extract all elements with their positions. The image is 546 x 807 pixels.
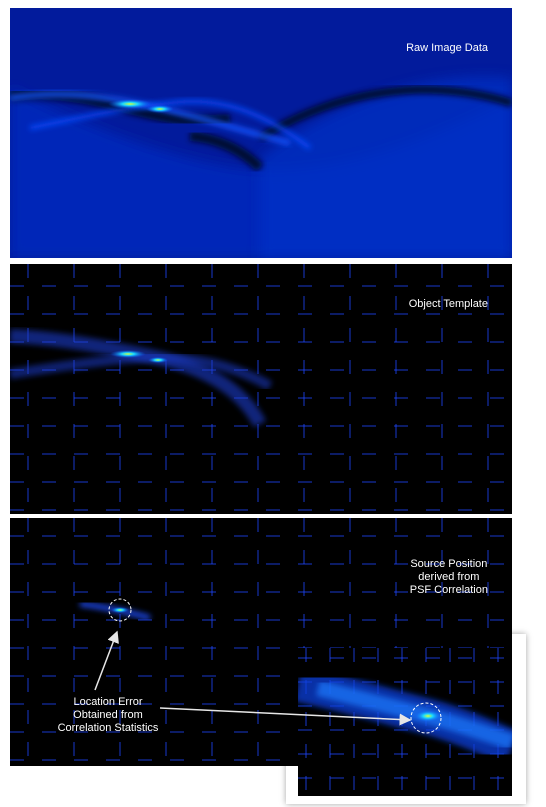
raw-image-panel: Raw Image Data — [10, 8, 512, 258]
zoom-inset-panel — [298, 648, 512, 796]
location-error-label: Location Error Obtained from Correlation… — [57, 696, 159, 734]
error-circle — [108, 598, 132, 622]
template-grid — [10, 264, 512, 514]
object-template-label: Object Template — [408, 298, 488, 310]
raw-image-canvas — [10, 8, 512, 258]
correlation-label: Source Position derived from PSF Correla… — [409, 558, 488, 596]
object-template-panel: Object Template — [10, 264, 512, 514]
raw-image-label: Raw Image Data — [406, 42, 488, 54]
object-template-canvas — [10, 264, 512, 514]
zoom-inset-canvas — [298, 648, 512, 796]
